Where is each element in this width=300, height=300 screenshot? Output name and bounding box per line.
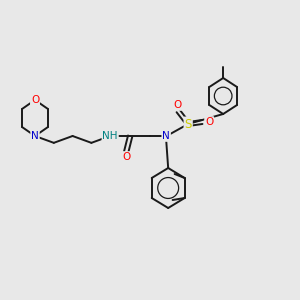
Text: N: N	[31, 131, 39, 141]
Text: O: O	[205, 117, 213, 127]
Text: O: O	[173, 100, 181, 110]
Text: N: N	[162, 131, 170, 141]
Text: O: O	[122, 152, 130, 162]
Text: S: S	[184, 118, 192, 130]
Text: O: O	[31, 95, 39, 105]
Text: NH: NH	[102, 131, 118, 141]
